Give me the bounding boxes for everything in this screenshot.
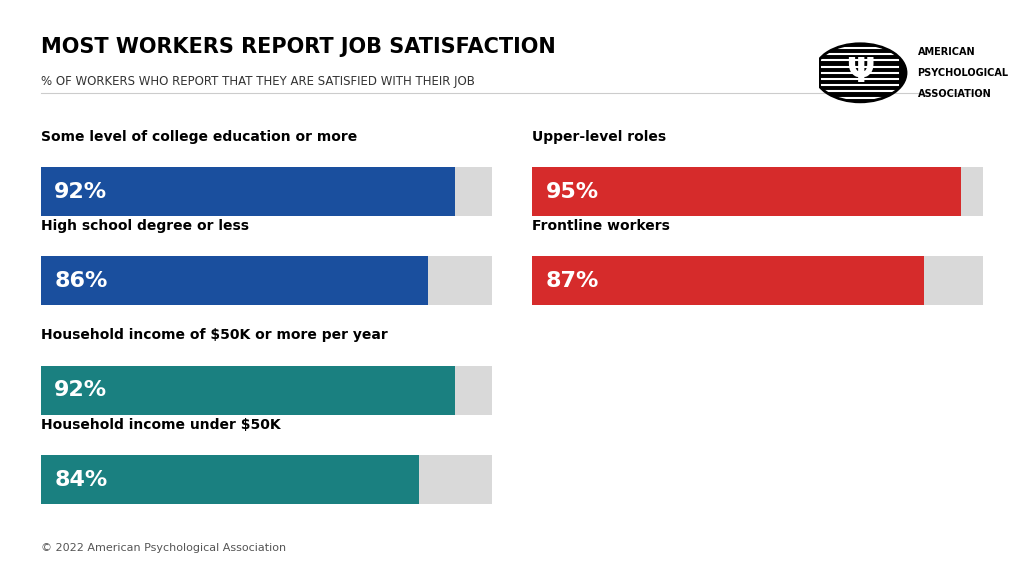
Text: ASSOCIATION: ASSOCIATION [918, 89, 991, 98]
Text: MOST WORKERS REPORT JOB SATISFACTION: MOST WORKERS REPORT JOB SATISFACTION [41, 37, 556, 58]
Text: % OF WORKERS WHO REPORT THAT THEY ARE SATISFIED WITH THEIR JOB: % OF WORKERS WHO REPORT THAT THEY ARE SA… [41, 75, 475, 88]
Text: 92%: 92% [54, 380, 108, 400]
Text: 87%: 87% [546, 271, 599, 291]
Text: Upper-level roles: Upper-level roles [532, 130, 667, 143]
FancyBboxPatch shape [41, 366, 492, 415]
FancyBboxPatch shape [532, 167, 961, 216]
FancyBboxPatch shape [41, 256, 428, 305]
Text: AMERICAN: AMERICAN [918, 47, 975, 57]
FancyBboxPatch shape [41, 366, 456, 415]
Text: 86%: 86% [54, 271, 108, 291]
Text: Some level of college education or more: Some level of college education or more [41, 130, 357, 143]
Text: 95%: 95% [546, 181, 599, 202]
FancyBboxPatch shape [532, 256, 925, 305]
Circle shape [814, 44, 906, 102]
FancyBboxPatch shape [41, 167, 456, 216]
FancyBboxPatch shape [41, 455, 492, 504]
Text: PSYCHOLOGICAL: PSYCHOLOGICAL [918, 68, 1009, 78]
Text: Household income under $50K: Household income under $50K [41, 418, 281, 431]
FancyBboxPatch shape [41, 256, 492, 305]
Text: 92%: 92% [54, 181, 108, 202]
FancyBboxPatch shape [41, 167, 492, 216]
Text: Frontline workers: Frontline workers [532, 219, 671, 233]
Text: Ψ: Ψ [846, 56, 874, 89]
FancyBboxPatch shape [532, 256, 983, 305]
FancyBboxPatch shape [41, 455, 420, 504]
Text: 84%: 84% [54, 469, 108, 490]
Text: Household income of $50K or more per year: Household income of $50K or more per yea… [41, 328, 388, 342]
FancyBboxPatch shape [532, 167, 983, 216]
Text: High school degree or less: High school degree or less [41, 219, 249, 233]
Text: © 2022 American Psychological Association: © 2022 American Psychological Associatio… [41, 543, 286, 553]
